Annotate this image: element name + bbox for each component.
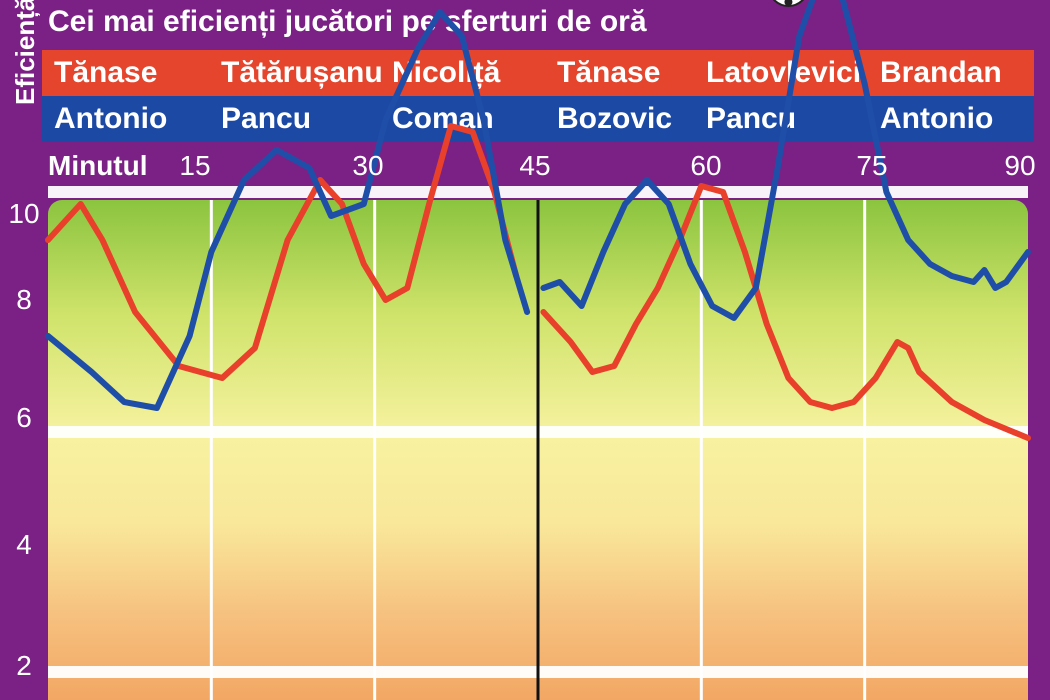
y-tick-label: 4 [16,529,32,560]
x-tick-label: 60 [690,150,722,181]
bottom-player-name: Coman [392,102,494,135]
bottom-player-name: Antonio [880,102,994,135]
top-player-name: Tănase [54,56,158,89]
x-tick-label: 45 [519,150,551,181]
series-line-blue-first-half [45,9,531,411]
bottom-player-name: Bozovic [557,102,673,135]
y-tick-label: 10 [8,198,40,229]
x-tick-label: 90 [1004,150,1036,181]
chart-title: Cei mai eficienți jucători pe sferturi d… [48,5,647,38]
top-player-name: Tănase [557,56,661,89]
grid-line-y [48,186,1028,198]
x-tick-label: 75 [856,150,888,181]
x-tick-label: 30 [352,150,384,181]
top-player-name: Tătărușanu [221,56,383,89]
x-tick-label: 15 [179,150,211,181]
y-tick-label: 6 [16,402,32,433]
y-tick-label: 8 [16,284,32,315]
series-line-red-second-half [540,183,1031,441]
y-tick-label: 2 [16,650,32,681]
top-player-name: Brandan [880,56,1002,89]
series-line-red-first-half [45,123,520,381]
x-axis-label: Minutul [48,150,148,181]
bottom-player-name: Pancu [221,102,312,135]
series-line-blue-second-half [540,0,1031,321]
top-player-name: Latovlevici [706,56,862,89]
bottom-player-name: Antonio [54,102,168,135]
soccer-ball-patch [784,0,793,6]
